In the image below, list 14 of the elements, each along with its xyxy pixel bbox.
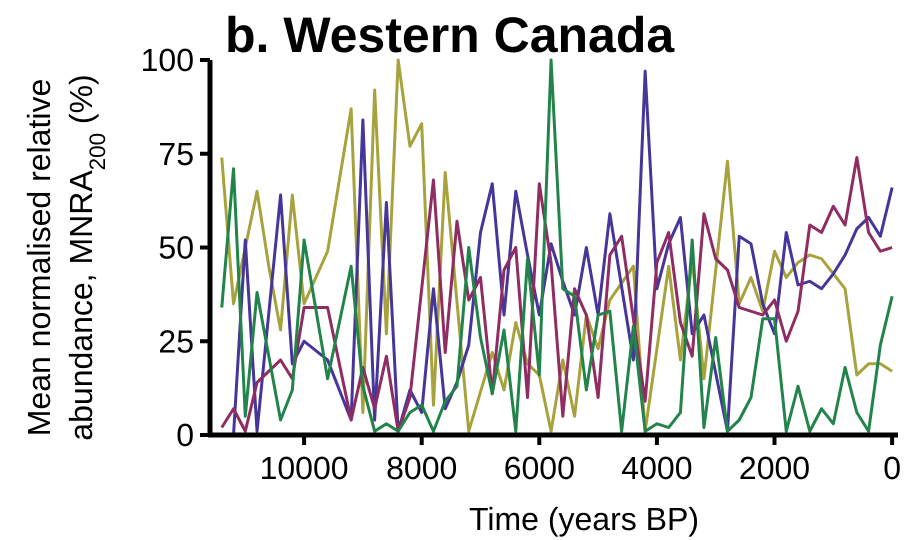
x-tick-label: 8000 xyxy=(386,450,458,486)
x-tick-label: 0 xyxy=(883,450,902,486)
x-tick-label: 4000 xyxy=(621,450,692,486)
y-tick-label: 75 xyxy=(158,136,194,172)
y-tick-label: 50 xyxy=(158,230,194,266)
y-tick-label: 0 xyxy=(176,417,194,454)
y-tick-label: 100 xyxy=(140,42,194,78)
line-series xyxy=(220,156,894,433)
y-tick-label: 25 xyxy=(158,323,194,360)
x-tick-label: 2000 xyxy=(738,450,810,486)
x-tick-label: 10000 xyxy=(260,450,349,486)
x-axis-title: Time (years BP) xyxy=(469,501,699,537)
x-tick-label: 6000 xyxy=(504,450,575,486)
chart-title: b. Western Canada xyxy=(225,7,676,63)
